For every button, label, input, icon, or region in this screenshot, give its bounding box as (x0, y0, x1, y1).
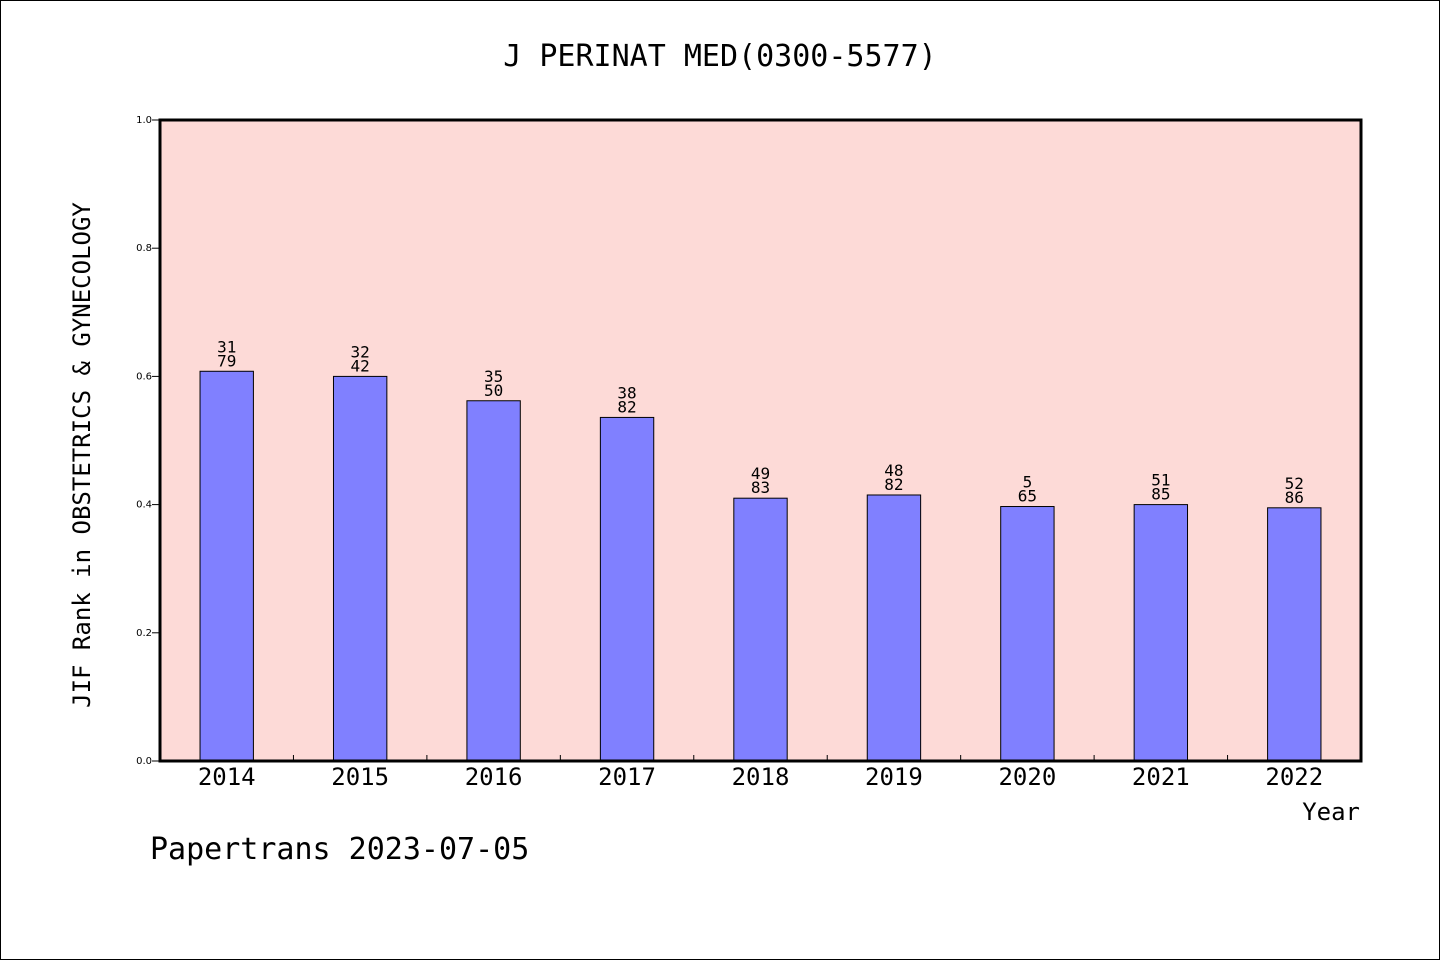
data-label-top-2019: 48 (884, 461, 903, 480)
y-tick-label-0.4: 0.4 (136, 500, 152, 511)
bar-2022 (1267, 507, 1322, 762)
bar-2014 (199, 370, 254, 762)
data-label-bottom-2020: 65 (1018, 487, 1037, 506)
data-label-bottom-2016: 50 (484, 381, 503, 400)
x-axis-label: Year (1302, 798, 1360, 826)
x-tick-label-2014: 2014 (198, 763, 256, 791)
data-label-bottom-2019: 82 (884, 475, 903, 494)
data-label-top-2018: 49 (751, 464, 770, 483)
x-tick-label-2018: 2018 (732, 763, 790, 791)
bar-2019 (866, 494, 922, 762)
data-label-top-2020: 5 (1023, 473, 1033, 492)
x-tick-label-2020: 2020 (998, 763, 1056, 791)
x-tick-label-2019: 2019 (865, 763, 923, 791)
y-tick-label-0.0: 0.0 (136, 756, 152, 767)
footer-credit: Papertrans 2023-07-05 (150, 832, 530, 867)
plot-border (158, 118, 1363, 763)
y-axis-label: JIF Rank in OBSTETRICS & GYNECOLOGY (68, 202, 96, 708)
axes-ticks: 2014 2015 2016 2017 2018 2019 2020 2021 2022 0.0 0… (136, 115, 1323, 791)
x-tick-label-2017: 2017 (598, 763, 656, 791)
bar-2018 (733, 497, 788, 762)
y-tick-label-0.2: 0.2 (136, 628, 152, 639)
y-tick-label-0.8: 0.8 (136, 243, 152, 254)
data-label-bottom-2021: 85 (1151, 485, 1170, 504)
data-label-top-2016: 35 (484, 367, 503, 386)
data-label-top-2021: 51 (1151, 471, 1170, 490)
data-label-bottom-2022: 86 (1285, 488, 1304, 507)
bar-2020 (1000, 506, 1055, 762)
y-tick-label-1.0: 1.0 (136, 115, 152, 126)
x-tick-label-2022: 2022 (1265, 763, 1323, 791)
x-tick-label-2016: 2016 (465, 763, 523, 791)
y-tick-label-0.6: 0.6 (136, 371, 152, 382)
data-label-top-2022: 52 (1285, 474, 1304, 493)
data-label-bottom-2014: 79 (217, 351, 236, 370)
chart-title: J PERINAT MED(0300-5577) (503, 39, 936, 74)
bar-2021 (1133, 504, 1189, 762)
data-label-bottom-2015: 42 (351, 356, 370, 375)
bar-2017 (599, 416, 655, 762)
data-label-bottom-2017: 82 (617, 397, 636, 416)
data-label-top-2015: 32 (351, 342, 370, 361)
data-label-bottom-2018: 83 (751, 478, 770, 497)
data-label-top-2017: 38 (617, 383, 636, 402)
x-tick-label-2021: 2021 (1132, 763, 1190, 791)
x-tick-label-2015: 2015 (331, 763, 389, 791)
bar-2016 (466, 400, 521, 762)
data-label-top-2014: 31 (217, 337, 236, 356)
bar-2015 (332, 375, 388, 762)
